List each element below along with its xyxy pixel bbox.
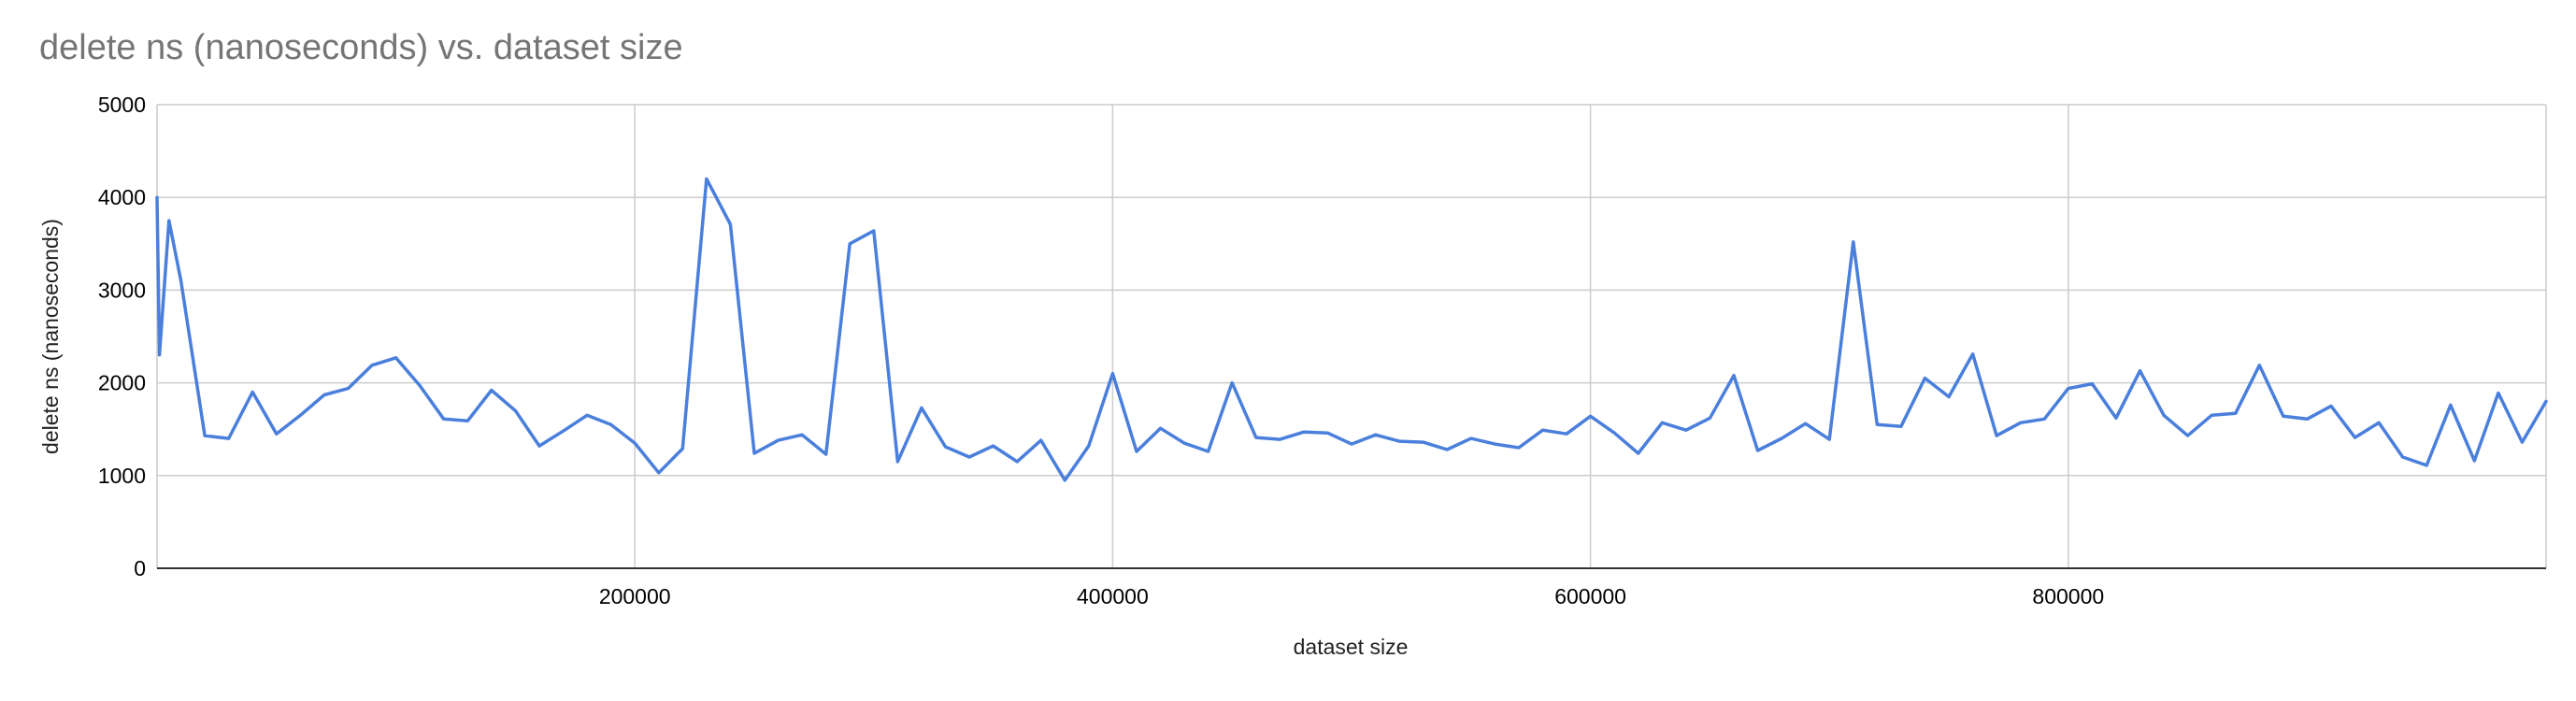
y-axis-title: delete ns (nanoseconds) [38, 219, 63, 454]
series-group [155, 177, 2548, 482]
y-tick-label: 4000 [98, 185, 146, 209]
y-tick-label: 0 [134, 556, 146, 580]
y-tick-label: 2000 [98, 371, 146, 395]
series-line [155, 177, 2548, 482]
y-tick-label: 1000 [98, 464, 146, 488]
x-tick-label: 600000 [1554, 584, 1626, 608]
x-tick-label: 200000 [599, 584, 671, 608]
x-axis-title: dataset size [1294, 635, 1409, 659]
grid [156, 104, 2547, 569]
y-tick-labels: 0 1000 2000 3000 4000 5000 [98, 93, 146, 580]
x-tick-label: 800000 [2032, 584, 2104, 608]
x-tick-labels: 200000 400000 600000 800000 [599, 584, 2104, 608]
x-tick-label: 400000 [1077, 584, 1149, 608]
y-tick-label: 3000 [98, 278, 146, 302]
chart-title: delete ns (nanoseconds) vs. dataset size [39, 28, 683, 67]
y-tick-label: 5000 [98, 93, 146, 117]
